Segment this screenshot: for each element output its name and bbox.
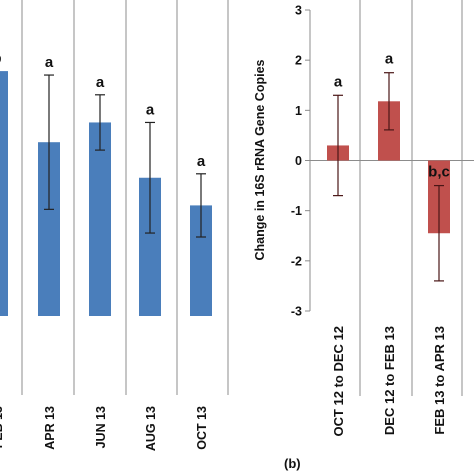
x-tick-label: OCT 12 to DEC 12 bbox=[331, 326, 346, 437]
bar bbox=[139, 177, 161, 316]
y-tick-label: 2 bbox=[295, 54, 302, 68]
x-tick-label: JUN 13 bbox=[94, 406, 108, 448]
chart-panel-a: b FEB 13 a APR 13 a JUN 13 a AUG 13 a OCT 13 bbox=[0, 0, 229, 451]
y-axis-title: Change in 16S rRNA Gene Copies bbox=[253, 59, 267, 260]
bar bbox=[38, 142, 60, 316]
x-tick-label: OCT 13 bbox=[195, 406, 209, 450]
panel-label: (b) bbox=[284, 456, 301, 471]
significance-label: a bbox=[334, 73, 343, 90]
y-tick-label: 0 bbox=[295, 154, 302, 168]
y-tick-label: -3 bbox=[291, 305, 302, 319]
y-tick-label: 1 bbox=[295, 104, 302, 118]
chart-panel-b: -3 -2 -1 0 1 2 3 Change in 16S rRNA Gene Copies… bbox=[253, 0, 474, 471]
significance-label: a bbox=[146, 101, 155, 118]
bar bbox=[190, 205, 212, 316]
x-tick-label: APR 13 bbox=[43, 406, 57, 450]
x-tick-label: DEC 12 to FEB 13 bbox=[382, 326, 397, 435]
significance-label: b,c bbox=[428, 164, 450, 181]
x-tick-label: AUG 13 bbox=[144, 406, 158, 451]
y-tick-label: 3 bbox=[295, 4, 302, 18]
bar bbox=[0, 71, 8, 316]
bar bbox=[89, 122, 111, 316]
significance-label: a bbox=[385, 51, 394, 68]
y-tick-label: -2 bbox=[291, 254, 302, 268]
significance-label: b bbox=[0, 50, 2, 67]
x-tick-label: FEB 13 to APR 13 bbox=[432, 326, 447, 435]
significance-label: a bbox=[197, 153, 206, 170]
bar bbox=[378, 101, 400, 161]
significance-label: a bbox=[45, 54, 54, 71]
y-tick-label: -1 bbox=[291, 204, 302, 218]
x-tick-label: FEB 13 bbox=[0, 406, 5, 448]
significance-label: a bbox=[96, 74, 105, 91]
